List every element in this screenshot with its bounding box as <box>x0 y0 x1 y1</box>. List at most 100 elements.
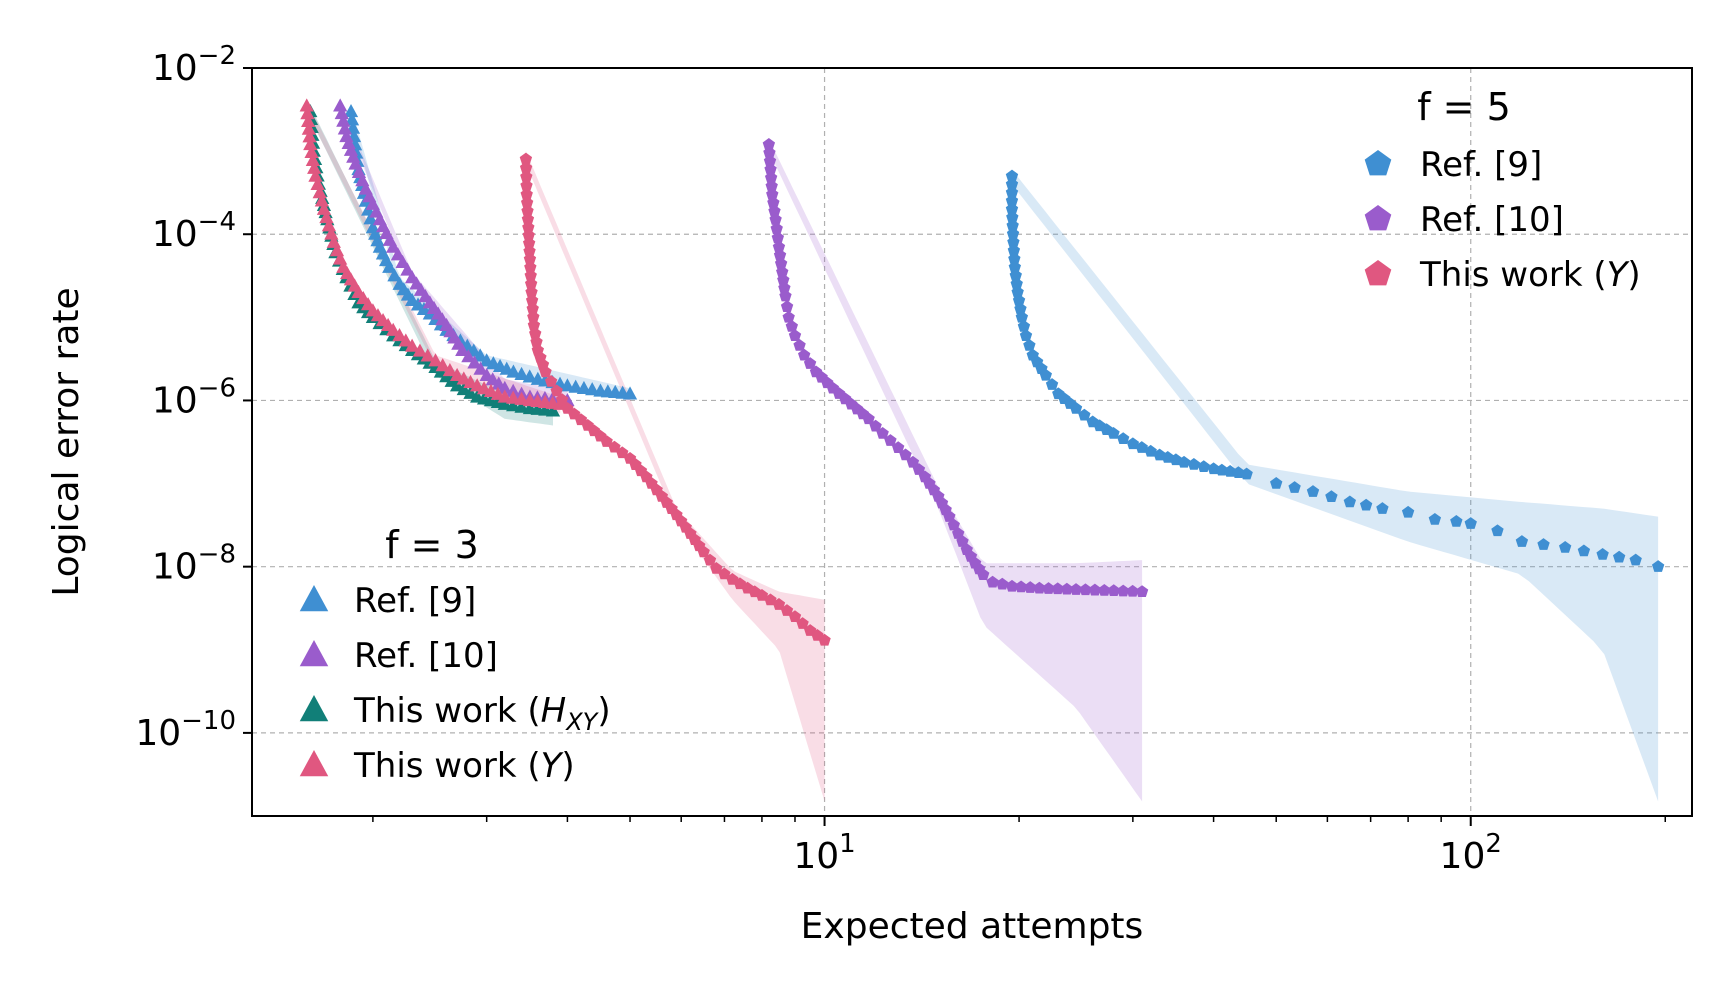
series-4-marker <box>1376 502 1389 514</box>
series-4-marker <box>1009 269 1022 281</box>
series-3-marker <box>312 185 327 199</box>
series-5-marker <box>977 568 990 580</box>
series-3-marker <box>304 144 319 159</box>
legend-swatch <box>299 695 329 722</box>
series-4-marker <box>1343 495 1357 508</box>
y-tick-label: 10−4 <box>152 207 236 255</box>
series-3-marker <box>412 343 428 357</box>
series-5-marker <box>947 518 960 531</box>
y-tick-label: 10−8 <box>152 540 236 588</box>
legend-entry-label: Ref. [9] <box>1420 145 1542 185</box>
legend-entry-label: This work (Y) <box>1419 255 1641 295</box>
series-0-marker <box>387 268 402 282</box>
series-5-marker <box>1005 579 1019 592</box>
series-5-marker <box>763 146 776 159</box>
series-6-marker <box>703 553 717 566</box>
series-6-marker <box>523 244 536 257</box>
series-3-marker <box>324 226 339 240</box>
x-tick-label: 101 <box>793 829 855 877</box>
series-6-marker <box>526 302 539 315</box>
series-4-marker <box>1069 402 1083 414</box>
series-4-marker <box>1117 432 1130 444</box>
series-6-marker <box>697 545 710 558</box>
series-4-marker <box>1012 294 1026 306</box>
series-5-marker <box>1135 585 1149 597</box>
series-4-marker <box>1023 339 1036 351</box>
series-0-marker <box>560 378 575 392</box>
series-1-marker <box>334 106 349 120</box>
series-6-marker <box>522 221 535 233</box>
marker-layer <box>299 98 1665 646</box>
x-axis-label: Expected attempts <box>801 906 1144 947</box>
series-6-marker <box>527 310 540 323</box>
series-6-marker <box>522 236 536 249</box>
series-3-marker <box>303 137 318 151</box>
series-6-marker <box>796 617 809 629</box>
series-4-marker <box>1039 368 1052 381</box>
series-3-marker <box>299 98 314 112</box>
series-5-marker <box>1033 581 1046 594</box>
legend-swatch <box>1364 150 1392 176</box>
series-4-marker <box>1014 302 1027 315</box>
series-4-marker <box>1629 553 1642 566</box>
series-2-marker <box>514 399 529 413</box>
series-2-marker <box>497 396 512 410</box>
series-0-marker <box>522 369 537 383</box>
y-axis-label: Logical error rate <box>46 287 87 596</box>
series-3-marker <box>310 176 325 191</box>
series-0-marker <box>363 211 378 225</box>
series-0-marker <box>473 348 488 362</box>
series-5-marker <box>788 329 802 342</box>
series-3-marker <box>442 363 458 377</box>
series-3-marker <box>506 390 521 404</box>
series-5-marker <box>869 419 882 432</box>
series-2-marker <box>545 403 561 417</box>
series-6-marker <box>788 610 802 622</box>
legend-title: f = 5 <box>1417 85 1511 129</box>
series-5-marker <box>996 577 1009 590</box>
series-6-marker <box>555 393 569 405</box>
series-6-marker <box>718 567 731 580</box>
series-4-marker <box>1596 548 1609 560</box>
series-5-marker <box>798 348 811 361</box>
series-3-marker <box>316 201 332 215</box>
series-4-marker <box>1005 202 1019 215</box>
plot-frame <box>251 67 1693 817</box>
series-4-marker <box>1005 169 1019 182</box>
series-3-marker <box>319 209 334 224</box>
series-6-marker <box>529 327 542 339</box>
series-4-marker <box>1177 455 1191 468</box>
series-4-marker <box>1515 535 1529 547</box>
legend-f3: f = 3 Ref. [9] Ref. [10] This work (HXY) Thi… <box>299 523 611 786</box>
series-4-marker <box>1008 252 1021 265</box>
series-3-marker <box>321 218 337 232</box>
series-6-marker <box>530 335 543 348</box>
series-3-marker <box>308 168 323 182</box>
series-4-marker <box>1491 524 1504 537</box>
series-6-marker <box>521 204 534 217</box>
series-4-marker <box>1005 194 1019 207</box>
series-5-marker <box>778 281 791 294</box>
legend-entry-label: This work (HXY) <box>353 691 611 736</box>
series-4-marker <box>1010 277 1023 290</box>
series-4-marker <box>1017 320 1031 332</box>
series-5-marker <box>1014 580 1028 593</box>
series-1-marker <box>333 98 348 112</box>
error-band-5 <box>768 139 1143 802</box>
series-3-marker <box>307 160 322 174</box>
series-1-marker <box>497 380 512 394</box>
series-5-marker <box>1069 583 1083 595</box>
series-5-marker <box>862 412 875 425</box>
series-5-marker <box>952 527 965 539</box>
series-5-marker <box>956 535 969 547</box>
series-4-marker <box>1401 505 1415 518</box>
series-4-marker <box>1288 481 1301 493</box>
series-4-marker <box>1006 227 1020 240</box>
y-tick-label: 10−6 <box>152 373 236 421</box>
series-5-marker <box>770 222 783 235</box>
series-5-marker <box>906 455 920 468</box>
series-5-marker <box>777 273 790 286</box>
series-4-marker <box>1306 485 1320 497</box>
